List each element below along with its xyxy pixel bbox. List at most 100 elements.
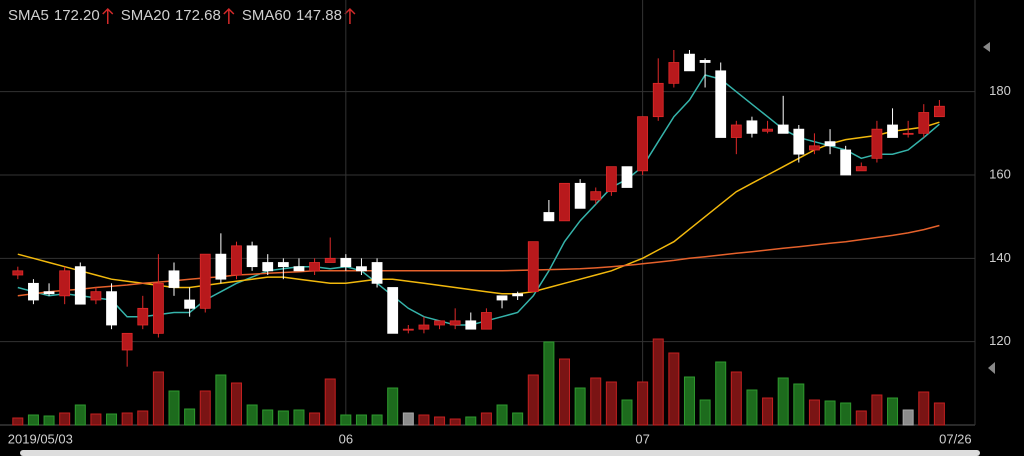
volume-bar: [387, 387, 399, 426]
candle-body: [684, 53, 695, 72]
candle-body: [309, 262, 320, 272]
volume-bar: [715, 361, 727, 426]
candle-body: [652, 82, 664, 118]
candle-body: [137, 307, 149, 326]
x-tick-label: 06: [339, 431, 353, 446]
volume-bar: [324, 378, 336, 426]
volume-bar: [683, 376, 695, 426]
volume-bar: [106, 413, 118, 426]
volume-bar: [121, 412, 133, 426]
candle-body: [543, 212, 555, 222]
volume-bar: [871, 394, 883, 426]
volume-bar: [808, 399, 820, 426]
volume-bar: [402, 412, 414, 426]
legend: SMA5 172.20 SMA20 172.68 SMA60 147.88: [8, 7, 356, 24]
volume-bar: [215, 374, 227, 426]
candle-body: [668, 62, 680, 84]
candle-body: [715, 70, 727, 138]
volume-bar: [184, 408, 196, 426]
y-tick-label: 160: [989, 166, 1011, 181]
candle-body: [293, 266, 305, 272]
candle-body: [215, 253, 227, 280]
candle-body: [590, 191, 602, 201]
scrollbar[interactable]: [20, 450, 980, 456]
volume-bar: [793, 383, 805, 426]
candle-body: [496, 295, 508, 301]
candle-body: [730, 124, 742, 138]
volume-bar: [699, 399, 711, 426]
volume-bar: [559, 358, 571, 426]
volume-bar: [762, 397, 774, 426]
volume-bar: [496, 404, 508, 426]
scroll-arrow[interactable]: [988, 362, 995, 374]
candle-body: [59, 270, 71, 297]
candle-body: [106, 291, 117, 326]
candle-body: [152, 282, 164, 334]
volume-bar: [12, 417, 24, 426]
candle-body: [12, 270, 24, 276]
candle-body: [121, 332, 133, 351]
candle-body: [387, 287, 399, 334]
candle-body: [699, 60, 711, 63]
volume-bar: [199, 390, 211, 426]
candle-body: [918, 112, 930, 134]
candle-body: [527, 241, 539, 293]
legend-name: SMA5: [8, 7, 49, 24]
legend-name: SMA20: [121, 7, 170, 24]
candle-body: [449, 320, 461, 326]
volume-bar: [355, 414, 367, 426]
volume-bar: [840, 402, 852, 426]
volume-bar: [933, 402, 945, 426]
candle-body: [434, 320, 445, 326]
candle-body: [184, 299, 196, 309]
volume-bar: [371, 414, 383, 426]
candle-body: [840, 149, 852, 176]
volume-bar: [59, 412, 71, 426]
volume-bar: [465, 416, 477, 426]
y-tick-label: 180: [989, 83, 1011, 98]
volume-bar: [418, 414, 430, 426]
volume-bar: [652, 338, 664, 426]
volume-bar: [605, 381, 617, 426]
volume-bar: [621, 399, 633, 426]
candle-body: [28, 282, 39, 301]
volume-bar: [543, 341, 555, 426]
candle-body: [824, 141, 836, 147]
volume-bar: [637, 381, 649, 426]
y-tick-label: 120: [989, 333, 1011, 348]
legend-value: 172.68: [175, 7, 221, 24]
volume-bar: [449, 418, 461, 426]
candle-body: [871, 128, 883, 159]
legend-value: 172.20: [54, 7, 100, 24]
volume-bar: [293, 409, 305, 426]
volume-bar: [27, 414, 39, 426]
candle-body: [246, 245, 258, 268]
candle-body: [902, 132, 914, 135]
x-tick-label: 07/26: [939, 431, 972, 446]
volume-bar: [746, 389, 758, 426]
candle-body: [324, 257, 336, 263]
trend-arrow: [223, 7, 235, 24]
candle-body: [746, 120, 758, 134]
candle-body: [74, 266, 86, 305]
volume-bar: [902, 409, 914, 426]
candle-body: [277, 262, 289, 268]
candle-body: [621, 166, 633, 188]
candle-body: [887, 124, 898, 138]
candle-body: [605, 166, 617, 193]
candle-body: [43, 291, 55, 295]
volume-bar: [824, 400, 836, 426]
candle-body: [809, 145, 820, 151]
volume-bar: [855, 410, 867, 426]
volume-bar: [887, 397, 899, 426]
candle-body: [637, 116, 649, 172]
x-tick-label: 07: [635, 431, 649, 446]
candle-body: [199, 253, 211, 309]
volume-bar: [512, 412, 524, 426]
scroll-arrow[interactable]: [983, 42, 990, 52]
volume-bar: [137, 410, 149, 426]
x-tick-label: 2019/05/03: [8, 431, 73, 446]
candle-body: [231, 245, 242, 276]
volume-bar: [168, 390, 180, 426]
